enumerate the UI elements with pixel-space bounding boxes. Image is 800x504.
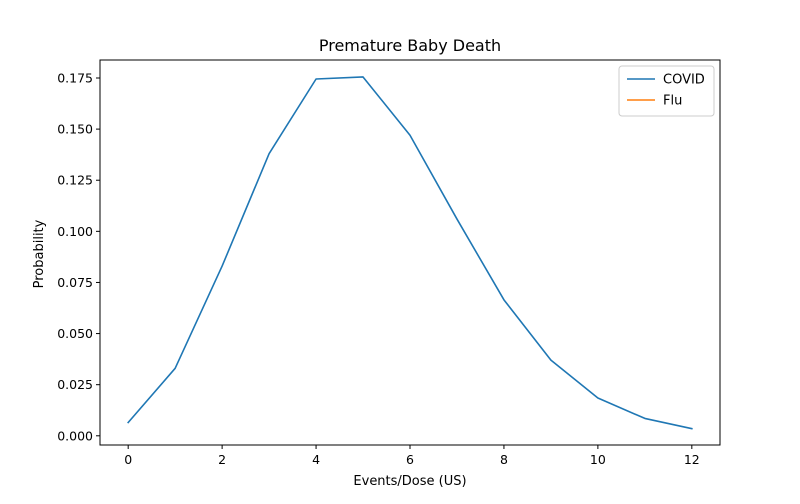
y-tick-label: 0.175 [57, 70, 93, 85]
y-tick-label: 0.050 [57, 326, 93, 341]
y-tick-label: 0.150 [57, 122, 93, 137]
y-tick-label: 0.025 [57, 377, 93, 392]
legend: COVID Flu [619, 66, 714, 116]
legend-label-flu: Flu [663, 94, 682, 109]
x-tick-label: 8 [500, 452, 508, 467]
y-tick-label: 0.125 [57, 173, 93, 188]
y-tick-label: 0.075 [57, 275, 93, 290]
y-tick-label: 0.000 [57, 428, 93, 443]
chart-title: Premature Baby Death [319, 36, 501, 55]
x-tick-label: 12 [684, 452, 700, 467]
x-tick-label: 6 [406, 452, 414, 467]
y-axis-label: Probability [32, 219, 47, 288]
x-tick-label: 10 [590, 452, 606, 467]
x-axis-label: Events/Dose (US) [353, 474, 466, 489]
y-tick-label: 0.100 [57, 224, 93, 239]
x-tick-label: 2 [218, 452, 226, 467]
x-tick-label: 0 [124, 452, 132, 467]
x-tick-label: 4 [312, 452, 320, 467]
legend-label-covid: COVID [663, 73, 705, 88]
